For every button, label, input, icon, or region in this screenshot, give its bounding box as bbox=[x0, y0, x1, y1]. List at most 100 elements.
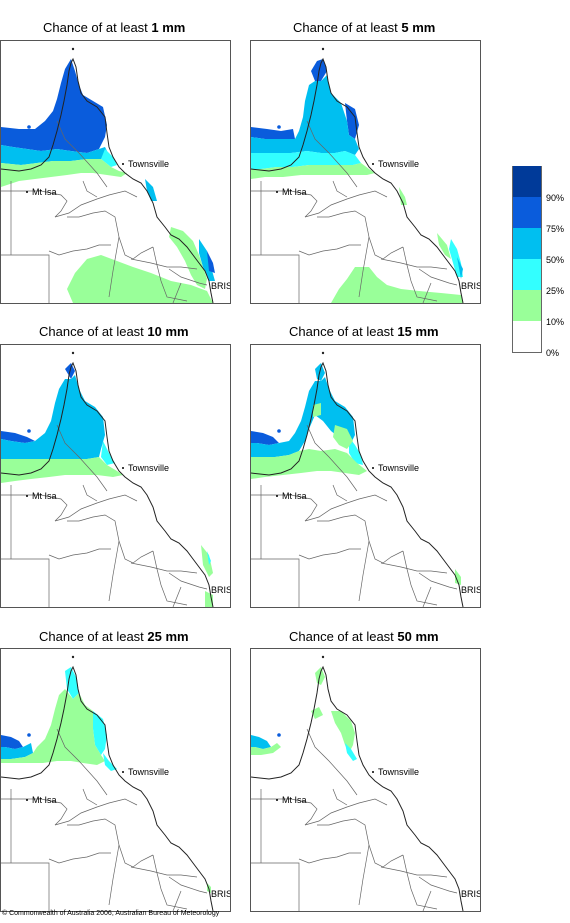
rain-probability-regions bbox=[1, 363, 213, 607]
label-townsville: Townsville bbox=[378, 159, 419, 169]
district-border bbox=[306, 120, 358, 188]
district-border bbox=[298, 852, 361, 864]
district-border bbox=[1, 862, 50, 911]
district-border bbox=[1, 254, 50, 303]
legend-swatch-0 bbox=[512, 321, 542, 353]
rain-region bbox=[251, 449, 367, 479]
mt-isa-dot bbox=[26, 191, 28, 193]
legend-label-90: 90% bbox=[546, 193, 565, 203]
label-townsville: Townsville bbox=[128, 767, 169, 777]
legend-swatch-10 bbox=[512, 290, 542, 321]
rain-region bbox=[251, 431, 279, 445]
rain-region bbox=[201, 545, 213, 577]
island bbox=[27, 125, 31, 129]
district-border bbox=[358, 844, 370, 906]
label-townsville: Townsville bbox=[378, 463, 419, 473]
district-border bbox=[380, 562, 448, 574]
label-mt-isa: Mt Isa bbox=[282, 187, 307, 197]
island bbox=[27, 429, 31, 433]
rain-region bbox=[1, 431, 35, 443]
district-border bbox=[251, 190, 318, 218]
district-border bbox=[54, 494, 138, 522]
district-borders bbox=[1, 728, 208, 911]
map-25mm: Townsville Mt Isa BRIS bbox=[0, 648, 231, 912]
island bbox=[277, 125, 281, 129]
district-border bbox=[1, 798, 68, 826]
label-mt-isa: Mt Isa bbox=[282, 795, 307, 805]
mt-isa-dot bbox=[276, 495, 278, 497]
copyright-notice: © Commonwealth of Australia 2006, Austra… bbox=[2, 910, 220, 917]
rain-region bbox=[251, 127, 295, 139]
townsville-dot bbox=[122, 163, 124, 165]
coastline bbox=[1, 665, 214, 911]
district-border bbox=[251, 494, 318, 522]
district-border bbox=[306, 424, 358, 492]
rain-region bbox=[145, 179, 157, 201]
district-border bbox=[82, 788, 98, 806]
rain-region bbox=[251, 75, 359, 155]
rain-region bbox=[313, 403, 321, 417]
map-15mm: Townsville Mt Isa BRIS bbox=[250, 344, 481, 608]
map-5mm: Townsville Mt Isa BRIS bbox=[250, 40, 481, 304]
rain-region bbox=[101, 149, 117, 167]
district-border bbox=[130, 562, 198, 574]
district-border bbox=[168, 572, 208, 590]
rain-region bbox=[207, 251, 215, 273]
rain-region bbox=[207, 551, 211, 565]
district-border bbox=[168, 876, 208, 894]
district-border bbox=[130, 258, 198, 270]
label-bris: BRIS bbox=[461, 585, 480, 595]
legend-swatch-50 bbox=[512, 228, 542, 259]
district-border bbox=[251, 798, 318, 826]
map-50mm: Townsville Mt Isa BRIS bbox=[250, 648, 481, 912]
island bbox=[321, 47, 325, 51]
district-border bbox=[48, 548, 111, 560]
district-border bbox=[67, 210, 154, 260]
rain-region bbox=[333, 425, 353, 449]
district-border bbox=[402, 854, 438, 910]
rain-region bbox=[251, 735, 271, 749]
district-border bbox=[48, 244, 111, 256]
panel-title-25mm: Chance of at least 25 mm bbox=[39, 629, 189, 644]
label-townsville: Townsville bbox=[378, 767, 419, 777]
district-border bbox=[67, 514, 154, 564]
district-border bbox=[251, 558, 300, 607]
rain-region bbox=[251, 743, 281, 755]
district-borders bbox=[1, 424, 208, 607]
district-border bbox=[168, 268, 208, 286]
label-mt-isa: Mt Isa bbox=[32, 187, 57, 197]
district-border bbox=[56, 728, 108, 796]
district-border bbox=[172, 890, 182, 911]
legend-label-75: 75% bbox=[546, 224, 565, 234]
district-border bbox=[251, 254, 300, 303]
rain-region bbox=[345, 743, 357, 761]
rain-region bbox=[101, 441, 115, 465]
district-border bbox=[418, 268, 458, 286]
rain-region bbox=[455, 569, 461, 585]
district-border bbox=[306, 728, 358, 796]
rain-region bbox=[67, 255, 213, 303]
district-borders bbox=[251, 120, 458, 303]
panel-title-10mm: Chance of at least 10 mm bbox=[39, 324, 189, 339]
rain-region bbox=[1, 743, 33, 759]
island bbox=[71, 655, 75, 659]
island bbox=[321, 351, 325, 355]
district-border bbox=[402, 550, 438, 606]
district-border bbox=[152, 854, 188, 910]
district-border bbox=[251, 862, 300, 911]
district-border bbox=[332, 788, 348, 806]
legend-label-10: 10% bbox=[546, 317, 565, 327]
district-border bbox=[172, 586, 182, 607]
district-border bbox=[304, 494, 388, 522]
coastline bbox=[251, 57, 464, 303]
panel-title-50mm: Chance of at least 50 mm bbox=[289, 629, 439, 644]
rain-region bbox=[251, 151, 361, 169]
rain-region bbox=[169, 227, 207, 289]
map-1mm: Townsville Mt Isa BRIS bbox=[0, 40, 231, 304]
district-border bbox=[422, 282, 432, 303]
district-border bbox=[172, 282, 182, 303]
rain-region bbox=[331, 267, 463, 303]
label-mt-isa: Mt Isa bbox=[282, 491, 307, 501]
label-bris: BRIS bbox=[461, 889, 480, 899]
district-border bbox=[317, 210, 404, 260]
